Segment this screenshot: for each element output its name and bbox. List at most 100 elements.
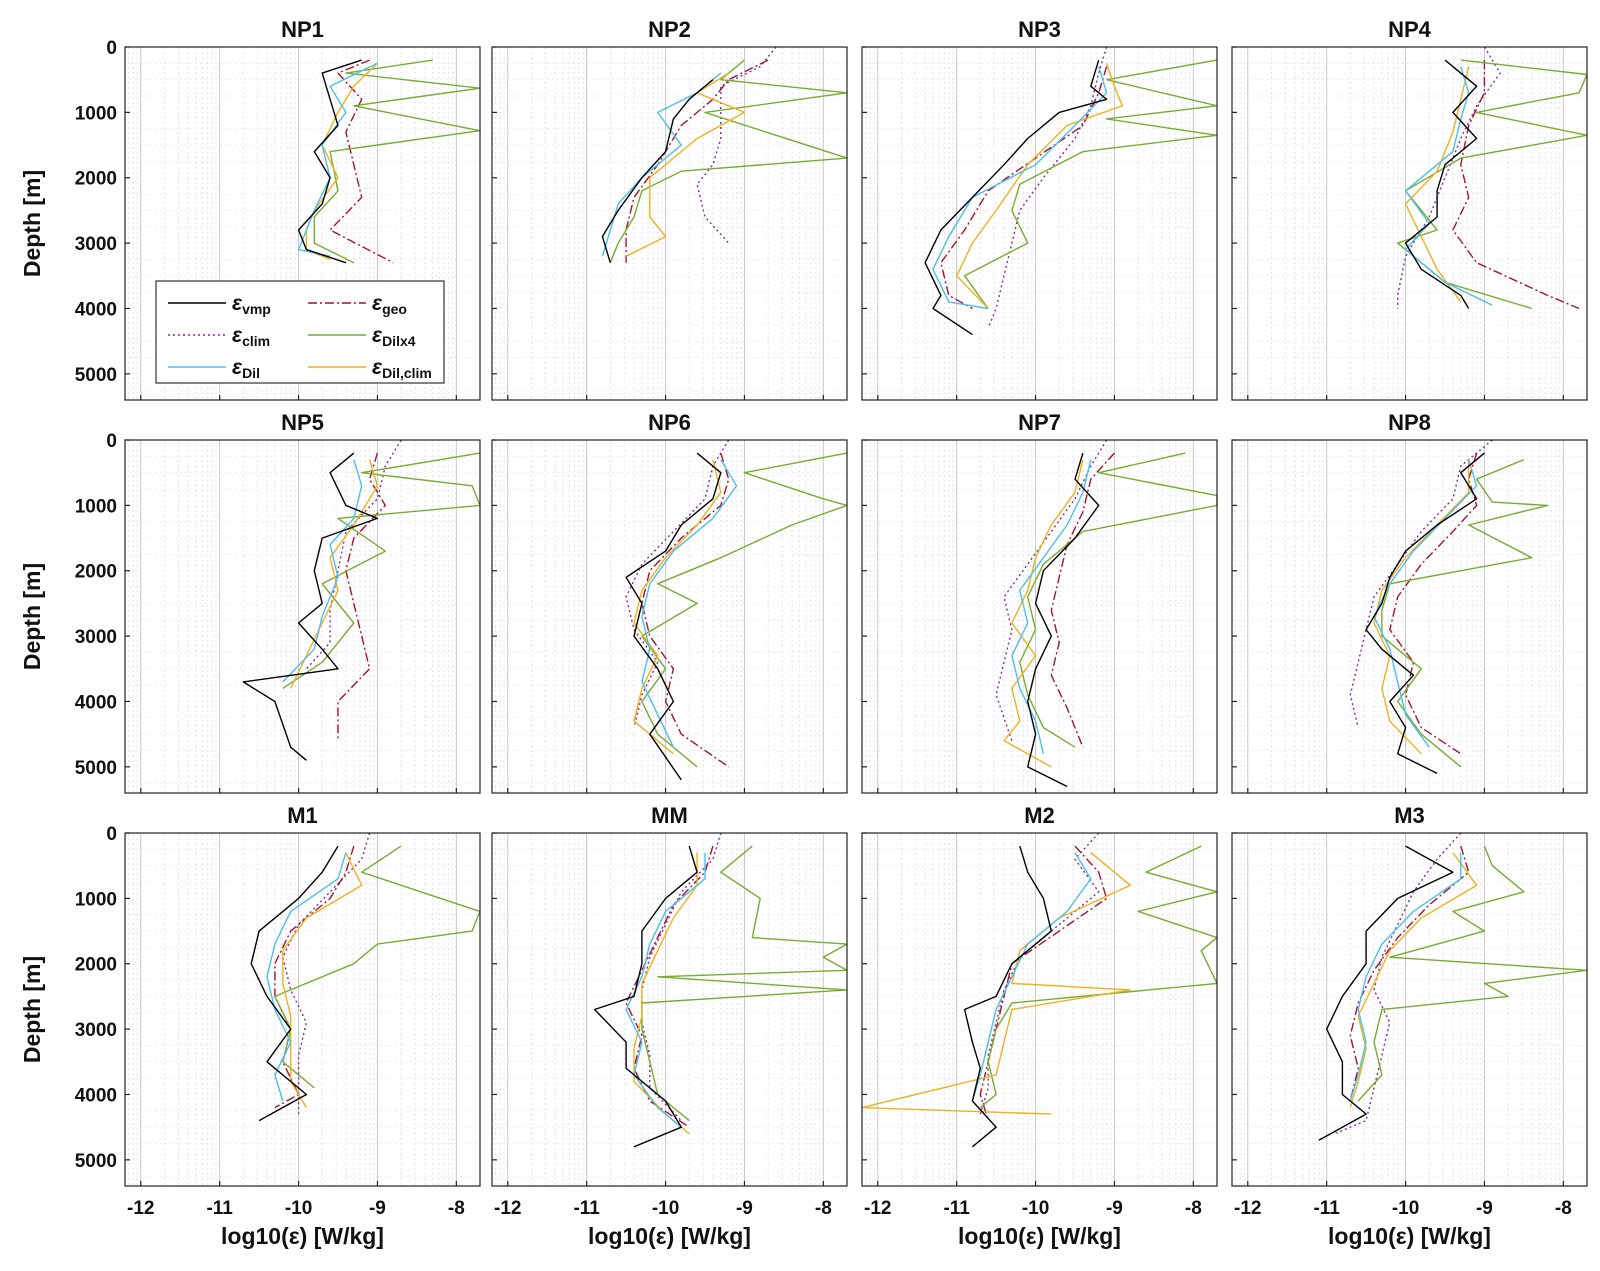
y-tick-label: 1000	[75, 496, 117, 517]
x-tick-label: -8	[815, 1198, 832, 1219]
panel-m1: M1 0 1000 2000 3000 4000 5000 Depth [m] -12 -11 -1…	[19, 803, 481, 1249]
x-tick-label: -10	[285, 1198, 312, 1219]
x-tick-label: -11	[943, 1198, 970, 1219]
series-line-geo	[1389, 452, 1478, 755]
axes-box	[124, 46, 481, 401]
panel-np7: NP7	[861, 410, 1218, 794]
axes-box	[1231, 46, 1588, 401]
x-tick-label: -12	[1234, 1198, 1261, 1219]
series-line-dil	[1011, 459, 1092, 754]
panel-title: NP1	[281, 17, 324, 42]
panel-title: NP7	[1018, 410, 1061, 435]
series-line-dilclim	[305, 62, 378, 261]
x-tick-label: -8	[448, 1198, 465, 1219]
series-line-dil	[601, 72, 722, 257]
x-tick-label: -11	[573, 1198, 600, 1219]
axes-box	[1231, 439, 1588, 794]
series-line-dil	[625, 852, 706, 1128]
panel-title: NP8	[1388, 410, 1431, 435]
series-line-vmp	[250, 845, 339, 1122]
x-axis-label: log10(ε) [W/kg]	[958, 1223, 1121, 1249]
x-tick-label: -10	[1392, 1198, 1419, 1219]
y-tick-label: 4000	[75, 299, 117, 320]
axes-box	[124, 832, 481, 1187]
series-line-dilclim	[290, 459, 379, 689]
panel-np3: NP3	[861, 17, 1218, 401]
legend-label-dil: εDil	[232, 356, 260, 381]
series-line-dil4	[274, 845, 481, 1089]
series-line-vmp	[963, 845, 1053, 1148]
y-tick-label: 2000	[75, 169, 117, 190]
y-tick-label: 2000	[75, 562, 117, 583]
axes-box	[491, 832, 848, 1187]
y-axis-label: Depth [m]	[19, 170, 45, 277]
y-tick-label: 5000	[75, 1151, 117, 1172]
y-tick-label: 0	[106, 431, 117, 452]
panel-title: MM	[651, 803, 688, 828]
series-line-vmp	[593, 845, 698, 1148]
series-line-dilclim	[861, 852, 1131, 1115]
series-line-clim	[1334, 832, 1462, 1135]
series-line-dil	[266, 852, 347, 1102]
series-line-geo	[274, 845, 355, 1109]
series-line-geo	[337, 452, 386, 741]
series-line-dilclim	[633, 459, 722, 755]
series-line-vmp	[1318, 845, 1454, 1141]
x-tick-label: -12	[127, 1198, 154, 1219]
series-line-dil	[1349, 852, 1462, 1102]
panel-np2: NP2	[491, 17, 848, 401]
series-line-dil4	[641, 845, 848, 1122]
legend-label-vmp: εvmp	[232, 292, 271, 317]
axes-box	[861, 46, 1218, 401]
x-axis-label: log10(ε) [W/kg]	[221, 1223, 384, 1249]
x-tick-label: -9	[369, 1198, 386, 1219]
y-tick-label: 0	[106, 824, 117, 845]
series-line-vmp	[297, 59, 362, 264]
panel-np4: NP4	[1231, 17, 1588, 401]
axes-box	[861, 832, 1218, 1187]
panel-title: NP6	[648, 410, 691, 435]
series-line-dil	[971, 852, 1092, 1102]
axes-box	[491, 439, 848, 794]
series-line-geo	[1452, 60, 1580, 310]
series-line-dilclim	[1349, 852, 1478, 1108]
panel-title: NP3	[1018, 17, 1061, 42]
y-axis-label: Depth [m]	[19, 956, 45, 1063]
panel-mm: MM -12 -11 -10 -9 -8 log10(ε) [W/kg]	[491, 803, 848, 1249]
panel-title: NP5	[281, 410, 324, 435]
series-line-vmp	[1404, 59, 1478, 309]
axes-box	[1231, 832, 1588, 1187]
y-tick-label: 3000	[75, 1020, 117, 1041]
series-line-clim	[1349, 439, 1493, 728]
x-tick-label: -11	[1313, 1198, 1340, 1219]
y-tick-label: 1000	[75, 889, 117, 910]
series-line-vmp	[1365, 452, 1485, 775]
series-line-geo	[1349, 845, 1470, 1102]
series-line-geo	[625, 59, 769, 263]
series-line-vmp	[601, 79, 714, 263]
x-tick-label: -9	[1106, 1198, 1123, 1219]
series-line-geo	[940, 66, 1108, 310]
series-line-dil4	[313, 59, 481, 264]
series-line-dil4	[282, 452, 481, 689]
x-tick-label: -8	[1185, 1198, 1202, 1219]
x-tick-label: -10	[1022, 1198, 1049, 1219]
series-line-dilclim	[282, 852, 363, 1108]
x-axis-label: log10(ε) [W/kg]	[1328, 1223, 1491, 1249]
x-tick-label: -8	[1555, 1198, 1572, 1219]
panel-m3: M3 -12 -11 -10 -9 -8 log10(ε) [W/kg]	[1231, 803, 1588, 1249]
axes-box	[124, 439, 481, 794]
series-line-clim	[696, 46, 777, 244]
series-line-clim	[995, 439, 1108, 741]
y-tick-label: 1000	[75, 103, 117, 124]
legend-box	[155, 280, 445, 384]
series-line-dilclim	[1373, 459, 1470, 755]
panel-np5: NP5 0 1000 2000 3000 4000 5000 Depth [m]	[19, 410, 481, 794]
legend-label-dil4: εDilx4	[372, 324, 416, 349]
series-line-clim	[305, 439, 402, 670]
series-line-dilclim	[956, 63, 1124, 309]
series-line-geo	[1050, 452, 1115, 748]
series-line-clim	[282, 832, 371, 1115]
legend-label-clim: εclim	[232, 324, 270, 349]
